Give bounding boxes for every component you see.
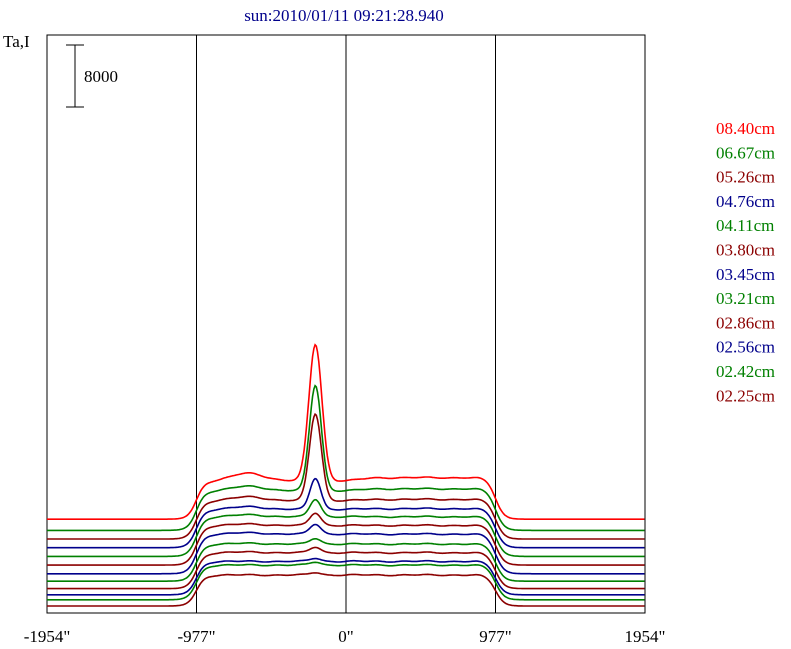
legend-entry: 03.21cm xyxy=(716,289,775,308)
series-line-04.76cm xyxy=(47,477,645,549)
x-tick-label: -977" xyxy=(177,627,215,646)
legend-entry: 04.76cm xyxy=(716,192,775,211)
legend-entry: 02.56cm xyxy=(716,338,775,357)
scale-bar-label: 8000 xyxy=(84,67,118,86)
legend-entry: 04.11cm xyxy=(716,216,774,235)
series-line-06.67cm xyxy=(47,384,645,532)
series-line-02.42cm xyxy=(47,561,645,601)
chart-title: sun:2010/01/11 09:21:28.940 xyxy=(244,6,444,25)
legend-entry: 02.42cm xyxy=(716,362,775,381)
x-tick-label: 0" xyxy=(338,627,353,646)
scale-bar: 8000 xyxy=(66,44,118,108)
x-tick-labels: -1954" -977" 0" 977" 1954" xyxy=(24,627,666,646)
series-line-03.45cm xyxy=(47,523,645,575)
legend-entry: 03.45cm xyxy=(716,265,775,284)
legend-entry: 08.40cm xyxy=(716,119,775,138)
series-line-05.26cm xyxy=(47,412,645,540)
legend-entry: 06.67cm xyxy=(716,143,775,162)
series-line-02.56cm xyxy=(47,557,645,596)
series-line-08.40cm xyxy=(47,343,645,520)
x-tick-label: -1954" xyxy=(24,627,71,646)
x-tick-label: 1954" xyxy=(625,627,666,646)
y-axis-label: Ta,I xyxy=(3,32,30,51)
series-line-04.11cm xyxy=(47,498,645,558)
series-line-03.80cm xyxy=(47,512,645,566)
series-lines xyxy=(47,343,645,607)
legend-entry: 05.26cm xyxy=(716,168,775,187)
legend-entry: 02.86cm xyxy=(716,313,775,332)
series-line-02.25cm xyxy=(47,572,645,607)
x-tick-label: 977" xyxy=(479,627,511,646)
legend-entry: 02.25cm xyxy=(716,386,775,405)
series-line-03.21cm xyxy=(47,538,645,582)
legend: 08.40cm 06.67cm 05.26cm 04.76cm 04.11cm 03.80… xyxy=(716,119,775,405)
legend-entry: 03.80cm xyxy=(716,241,775,260)
series-line-02.86cm xyxy=(47,546,645,590)
